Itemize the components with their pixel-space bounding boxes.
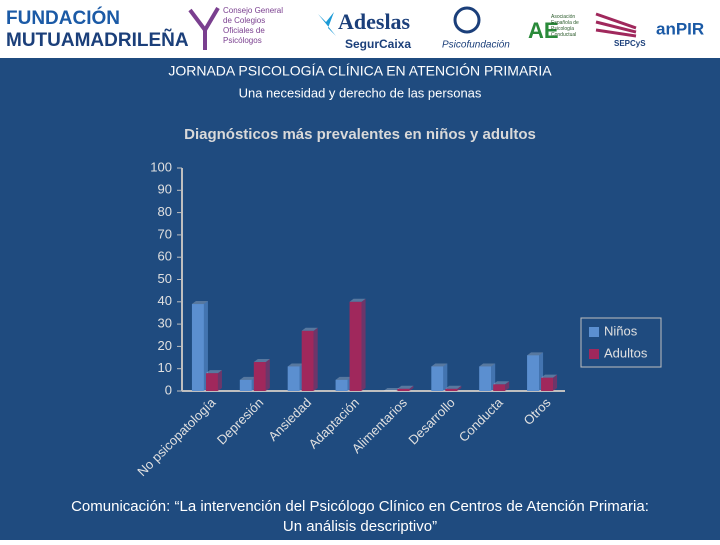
bar <box>541 377 554 391</box>
y-tick-label: 100 <box>150 159 172 174</box>
bar-top <box>253 359 270 363</box>
bar <box>205 373 218 391</box>
logo-box: Asociación Española de Psicología Conduc… <box>551 14 579 38</box>
legend-label: Adultos <box>604 345 648 360</box>
slide-subtitle: Una necesidad y derecho de las personas <box>239 85 482 100</box>
bar-top <box>397 385 414 389</box>
legend-swatch <box>589 349 599 359</box>
bar-top <box>287 363 304 367</box>
bar-side <box>553 374 558 391</box>
logo-icon <box>188 6 220 50</box>
y-tick-label: 80 <box>158 204 172 219</box>
y-tick-label: 30 <box>158 316 172 331</box>
legend-label: Niños <box>604 323 638 338</box>
bar-top <box>335 376 352 380</box>
bar <box>397 388 410 391</box>
bar-side <box>409 385 414 391</box>
logo-text: Psicofundación <box>442 40 510 51</box>
y-tick-label: 0 <box>165 382 172 397</box>
bar-side <box>313 327 318 391</box>
y-tick-label: 50 <box>158 271 172 286</box>
bar-top <box>301 327 318 331</box>
bar <box>527 355 540 391</box>
logo-text: anPIR <box>656 19 704 38</box>
bar-top <box>445 385 462 389</box>
bar <box>479 366 492 391</box>
bar <box>239 379 252 391</box>
logo-text: Adeslas <box>338 9 411 34</box>
y-tick-label: 40 <box>158 293 172 308</box>
logo-text: SegurCaixa <box>345 37 411 51</box>
bar-top <box>527 352 544 356</box>
bar <box>445 388 458 391</box>
logo-icon <box>318 12 336 36</box>
bar-side <box>361 298 366 391</box>
bar-side <box>505 381 510 391</box>
bar-side <box>457 385 462 391</box>
bar-top <box>431 363 448 367</box>
y-tick-label: 10 <box>158 360 172 375</box>
bar-side <box>443 363 448 391</box>
legend-box <box>580 317 662 368</box>
bar-side <box>217 370 222 391</box>
bar <box>335 379 348 391</box>
bar <box>301 330 314 391</box>
y-tick-label: 90 <box>158 182 172 197</box>
bar-side <box>203 301 208 391</box>
bar <box>287 366 300 391</box>
footer-text: Un análisis descriptivo” <box>283 518 437 535</box>
bar-side <box>265 359 270 391</box>
logo-icon <box>453 6 481 34</box>
bar-top <box>349 298 366 302</box>
bar-side <box>491 363 496 391</box>
logo-text: MUTUAMADRILEÑA <box>6 29 189 51</box>
bar-top <box>541 374 558 378</box>
slide-title: JORNADA PSICOLOGÍA CLÍNICA EN ATENCIÓN P… <box>168 63 552 79</box>
bar-top <box>493 381 510 385</box>
bar <box>431 366 444 391</box>
bar-top <box>205 370 222 374</box>
header-band <box>0 0 720 58</box>
bar-top <box>479 363 496 367</box>
logo-text: FUNDACIÓN <box>6 7 120 29</box>
logo-icon <box>595 12 637 38</box>
y-tick-label: 70 <box>158 226 172 241</box>
bar <box>349 301 362 391</box>
bar <box>493 384 506 391</box>
footer-text: Comunicación: “La intervención del Psicó… <box>71 498 649 515</box>
logo-text: Asociación Española de Psicología Conduc… <box>551 14 579 38</box>
bar-top <box>383 388 400 391</box>
logo-icon: AE <box>528 18 559 43</box>
logo-box: Consejo General de Colegios Oficiales de… <box>223 6 284 45</box>
chart-title: Diagnósticos más prevalentes en niños y … <box>184 126 536 143</box>
logo-text: Consejo General de Colegios Oficiales de… <box>223 6 284 45</box>
bar-top <box>239 376 256 380</box>
y-tick-label: 20 <box>158 338 172 353</box>
bar <box>253 362 266 391</box>
bar-top <box>191 301 208 305</box>
bar <box>191 304 204 391</box>
y-tick-label: 60 <box>158 249 172 264</box>
logo-text: SEPCyS <box>614 39 646 48</box>
legend-swatch <box>589 327 599 337</box>
